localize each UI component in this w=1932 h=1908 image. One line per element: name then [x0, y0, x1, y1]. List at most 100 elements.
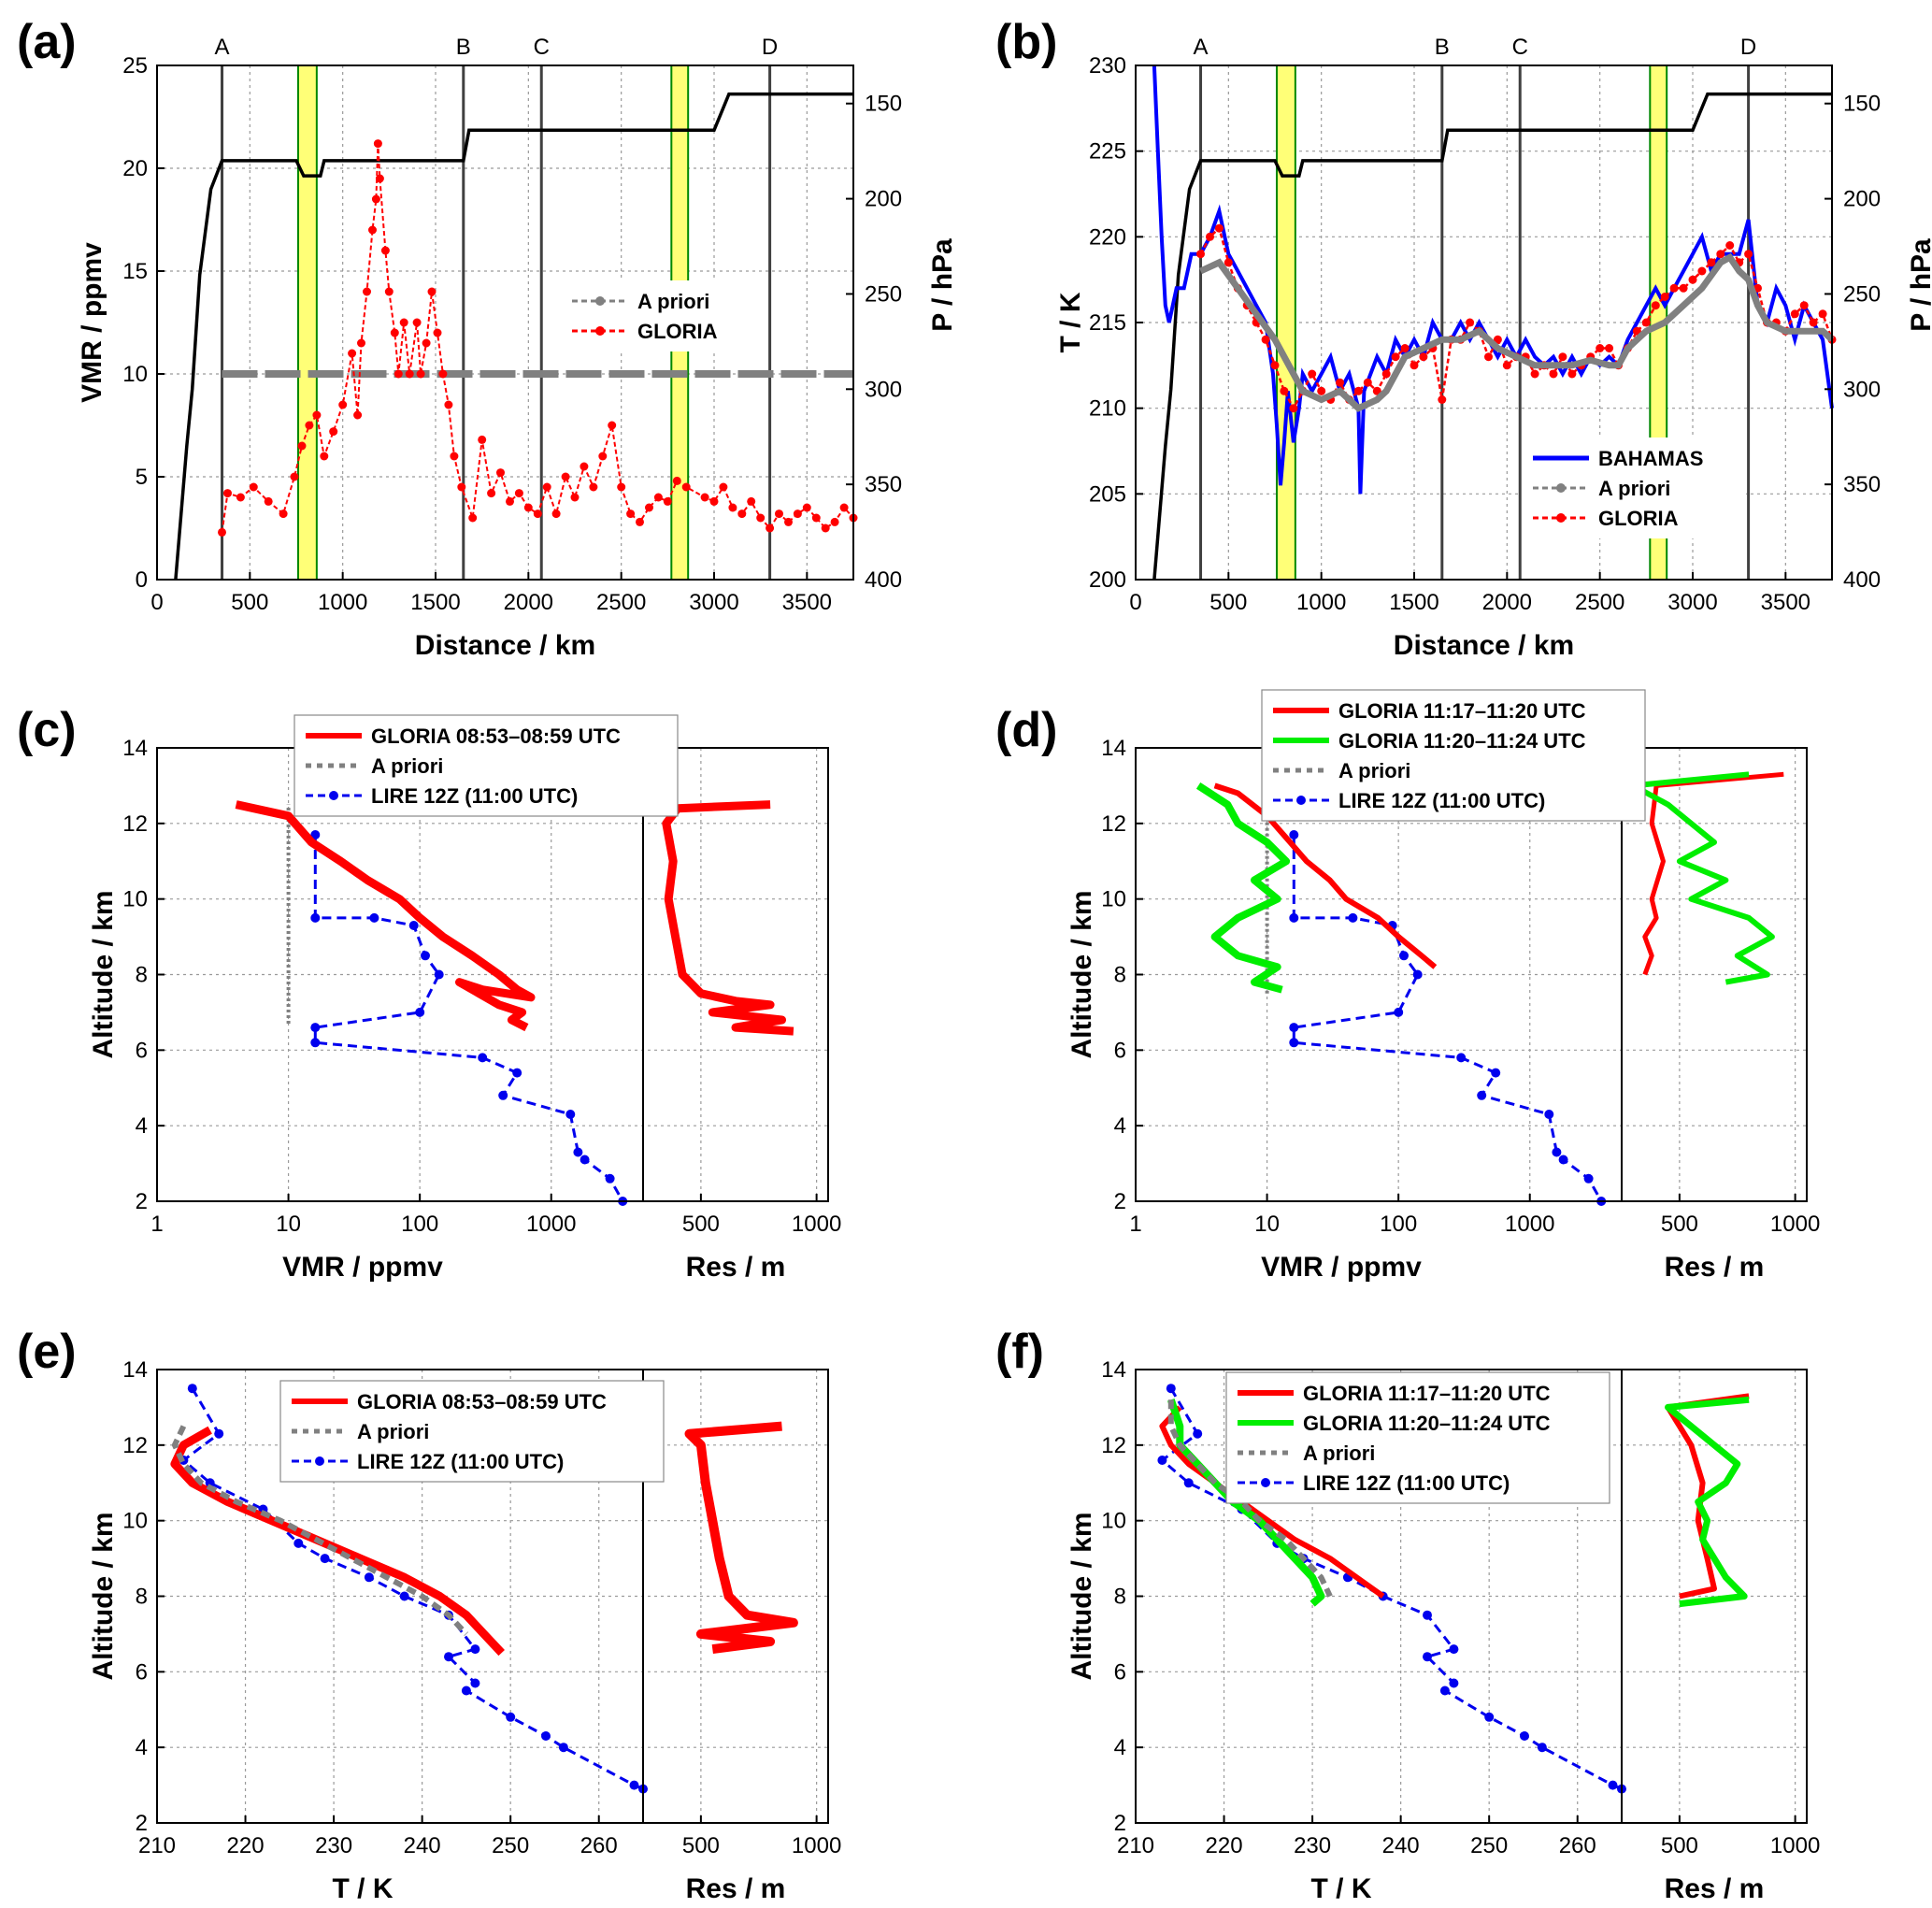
lire-point-9 [478, 1053, 488, 1063]
gloria-point-20 [1381, 369, 1391, 379]
legend-e-label-2: LIRE 12Z (11:00 UTC) [357, 1450, 564, 1473]
lire-point-0 [1166, 1384, 1176, 1394]
ytick-label-2: 6 [136, 1659, 148, 1685]
y2tick-label-0: 150 [1843, 92, 1881, 117]
gloria-point-56 [653, 493, 663, 502]
gloria-point-67 [1818, 309, 1827, 319]
y2tick-label-5: 400 [865, 567, 902, 593]
gloria-point-32 [1493, 335, 1502, 344]
apriori-line [171, 1425, 469, 1636]
res-xtick-label-1: 1000 [792, 1212, 841, 1237]
res-xtick-label-0: 500 [682, 1212, 720, 1237]
gloria-point-30 [427, 287, 436, 296]
gloria-point-68 [775, 509, 783, 519]
gloria-point-24 [394, 369, 403, 379]
gloria-point-9 [1280, 386, 1289, 395]
gloria-point-14 [353, 410, 363, 420]
xtick-label-7: 3500 [782, 590, 832, 615]
res-xtick-label-0: 500 [682, 1833, 720, 1858]
xtick-label-2: 1000 [318, 590, 367, 615]
gloria-point-64 [737, 509, 747, 519]
panel-label-a: (a) [17, 15, 77, 69]
xtick-label-3: 240 [1382, 1833, 1420, 1858]
xtick-label-0: 1 [150, 1212, 163, 1237]
gloria-point-55 [645, 503, 653, 512]
marker-label-A: A [215, 35, 230, 60]
xtick-label-2: 100 [1380, 1212, 1417, 1237]
gloria-point-0 [1196, 250, 1205, 259]
ytick-label-6: 14 [1101, 1357, 1126, 1383]
gloria-point-67 [766, 524, 775, 533]
lire-point-6 [320, 1554, 330, 1564]
y2tick-label-3: 300 [865, 377, 902, 402]
lire-point-13 [573, 1147, 583, 1157]
lire-point-0 [310, 830, 321, 839]
gloria-point-53 [626, 509, 636, 519]
ytick-label-1: 5 [136, 465, 148, 490]
xtick-label-2: 230 [315, 1833, 352, 1858]
ytick-label-6: 14 [122, 736, 148, 761]
lire-point-0 [1289, 830, 1299, 839]
legend-e-label-1: A priori [357, 1420, 429, 1443]
gloria-point-3 [1224, 258, 1233, 267]
y-axis-label-e: Altitude / km [88, 1512, 119, 1680]
xtick-label-4: 250 [492, 1833, 529, 1858]
gloria-point-17 [1353, 386, 1363, 395]
legend-d-dot-3 [1296, 796, 1306, 805]
gloria-point-21 [1391, 352, 1400, 362]
gloria-point-2 [1214, 223, 1224, 233]
legend-c-box [293, 714, 679, 817]
gloria-point-60 [700, 493, 709, 502]
panel-label-e: (e) [17, 1325, 77, 1379]
gloria-point-36 [468, 513, 478, 523]
gloria-point-23 [1410, 361, 1419, 370]
xtick-label-5: 260 [580, 1833, 618, 1858]
gloria-point-62 [719, 482, 728, 492]
lire-point-13 [461, 1686, 471, 1696]
gloria-point-70 [793, 509, 802, 519]
gloria-point-44 [1605, 344, 1614, 352]
ytick-label-6: 14 [122, 1357, 148, 1383]
y-axis-label-a: VMR / ppmv [77, 242, 107, 403]
lire-point-7 [310, 1023, 321, 1033]
res-axis-label-e: Res / m [686, 1873, 786, 1904]
xtick-label-1: 500 [231, 590, 268, 615]
ytick-label-0: 2 [1114, 1189, 1126, 1214]
y2tick-label-1: 200 [865, 187, 902, 212]
gloria-point-27 [412, 318, 422, 327]
ytick-label-6: 230 [1089, 53, 1126, 79]
lire-point-14 [580, 1155, 590, 1165]
legend-f-label-2: A priori [1303, 1442, 1375, 1465]
legend-c-dot-2 [329, 791, 338, 800]
legend-a-dot-0 [595, 296, 605, 306]
lire-point-2 [1348, 912, 1358, 923]
gloria-point-49 [589, 482, 598, 492]
gloria-point-52 [1679, 283, 1688, 293]
gloria-point-18 [371, 194, 380, 204]
xtick-label-6: 3000 [689, 590, 738, 615]
res-axis-label-c: Res / m [686, 1252, 786, 1283]
legend-b-label-1: A priori [1598, 477, 1670, 500]
y-axis-label-b: T / K [1055, 292, 1086, 352]
gloria-point-2 [236, 493, 245, 502]
y2tick-label-0: 150 [865, 92, 902, 117]
xtick-label-3: 240 [404, 1833, 441, 1858]
gloria-point-49 [1651, 301, 1660, 310]
legend-d-label-0: GLORIA 11:17–11:20 UTC [1338, 699, 1586, 723]
xtick-label-0: 210 [138, 1833, 176, 1858]
lire-point-6 [415, 1007, 425, 1017]
lire-point-15 [1520, 1731, 1529, 1741]
xtick-label-4: 250 [1470, 1833, 1508, 1858]
lire-line [313, 835, 624, 1202]
ytick-label-4: 10 [1101, 1509, 1126, 1534]
lire-point-14 [1484, 1712, 1495, 1722]
ytick-label-2: 6 [1114, 1659, 1126, 1685]
gloria-point-7 [297, 441, 307, 451]
gloria-point-12 [338, 400, 348, 409]
x-axis-label-f: T / K [1311, 1873, 1372, 1904]
xtick-label-5: 260 [1559, 1833, 1596, 1858]
gloria-point-26 [1438, 395, 1447, 404]
gloria-point-51 [1669, 283, 1679, 293]
xtick-label-0: 0 [150, 590, 163, 615]
gloria-point-63 [728, 503, 737, 512]
